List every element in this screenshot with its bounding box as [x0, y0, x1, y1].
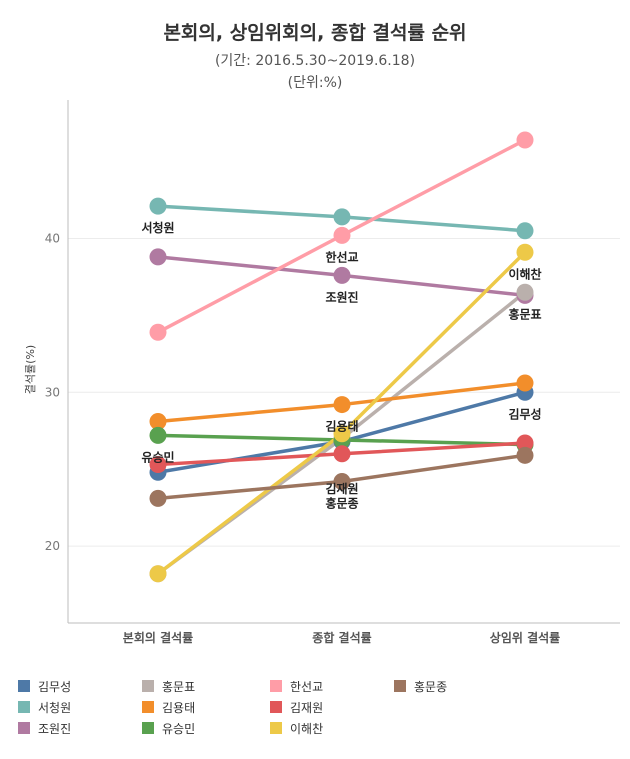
legend-swatch: [270, 680, 282, 692]
legend-item-한선교: 한선교: [270, 678, 323, 694]
data-point-김용태: [333, 396, 351, 414]
annotation-한선교: 한선교: [325, 249, 358, 264]
x-tick-label: 종합 결석률: [312, 630, 371, 645]
data-point-유승민: [149, 426, 167, 444]
annotation-홍문표: 홍문표: [508, 306, 541, 321]
chart-title: 본회의, 상임위회의, 종합 결석률 순위: [163, 22, 467, 44]
y-tick-label: 20: [45, 539, 60, 553]
legend-label: 김무성: [38, 679, 72, 694]
data-point-서청원: [516, 222, 534, 240]
chart-unit-label: (단위:%): [287, 75, 343, 91]
data-point-한선교: [149, 323, 167, 341]
annotation-김용태: 김용태: [325, 419, 358, 434]
legend-item-서청원: 서청원: [18, 699, 71, 715]
y-axis-title: 결석률(%): [24, 345, 37, 394]
x-tick-label: 본회의 결석률: [123, 630, 193, 645]
annotation-김재원: 김재원: [325, 481, 358, 496]
data-point-홍문표: [516, 283, 534, 301]
data-point-김용태: [516, 374, 534, 392]
data-point-김재원: [516, 434, 534, 452]
data-point-이해찬: [149, 565, 167, 583]
legend-item-조원진: 조원진: [18, 720, 71, 736]
data-point-서청원: [149, 197, 167, 215]
series-lines: [149, 131, 534, 583]
annotation-유승민: 유승민: [141, 449, 174, 464]
legend-item-이해찬: 이해찬: [270, 720, 323, 736]
data-point-이해찬: [516, 243, 534, 261]
legend-label: 이해찬: [290, 721, 324, 736]
legend-label: 서청원: [38, 700, 72, 715]
legend-label: 한선교: [290, 679, 324, 694]
legend-item-김용태: 김용태: [142, 699, 195, 715]
data-point-한선교: [333, 226, 351, 244]
chart-subtitle: (기간: 2016.5.30~2019.6.18): [214, 53, 416, 69]
legend-swatch: [18, 701, 30, 713]
annotation-김무성: 김무성: [508, 406, 541, 421]
legend-label: 김재원: [290, 700, 324, 715]
data-point-김재원: [333, 445, 351, 463]
x-tick-label: 상임위 결석률: [490, 630, 560, 645]
annotation-이해찬: 이해찬: [508, 266, 541, 281]
legend-swatch: [142, 701, 154, 713]
legend-label: 김용태: [162, 700, 196, 715]
legend-item-홍문종: 홍문종: [394, 678, 447, 694]
legend-item-홍문표: 홍문표: [142, 678, 195, 694]
legend-swatch: [18, 722, 30, 734]
legend-swatch: [18, 680, 30, 692]
axes: 20 30 40 결석률(%) 본회의 결석률 종합 결석률 상임위 결석률: [24, 100, 620, 645]
y-tick-label: 30: [45, 385, 60, 399]
data-point-홍문종: [333, 472, 351, 490]
legend-label: 홍문종: [414, 679, 448, 694]
legend-swatch: [142, 680, 154, 692]
data-point-홍문종: [516, 446, 534, 464]
y-tick-label: 40: [45, 231, 60, 245]
legend-swatch: [270, 701, 282, 713]
annotation-홍문종: 홍문종: [325, 495, 358, 510]
legend-label: 조원진: [38, 721, 72, 736]
legend-label: 홍문표: [162, 679, 196, 694]
data-point-한선교: [516, 131, 534, 149]
legend-item-김무성: 김무성: [18, 678, 71, 694]
data-point-조원진: [149, 248, 167, 266]
data-point-조원진: [333, 266, 351, 284]
legend-item-유승민: 유승민: [142, 720, 195, 736]
legend-swatch: [394, 680, 406, 692]
legend-swatch: [142, 722, 154, 734]
data-point-홍문종: [149, 489, 167, 507]
data-point-서청원: [333, 208, 351, 226]
legend-label: 유승민: [162, 721, 196, 736]
annotation-서청원: 서청원: [141, 220, 174, 235]
legend-swatch: [270, 722, 282, 734]
data-point-이해찬: [333, 425, 351, 443]
legend-item-김재원: 김재원: [270, 699, 323, 715]
data-point-김용태: [149, 412, 167, 430]
annotation-조원진: 조원진: [325, 289, 358, 304]
data-point-김재원: [149, 456, 167, 474]
